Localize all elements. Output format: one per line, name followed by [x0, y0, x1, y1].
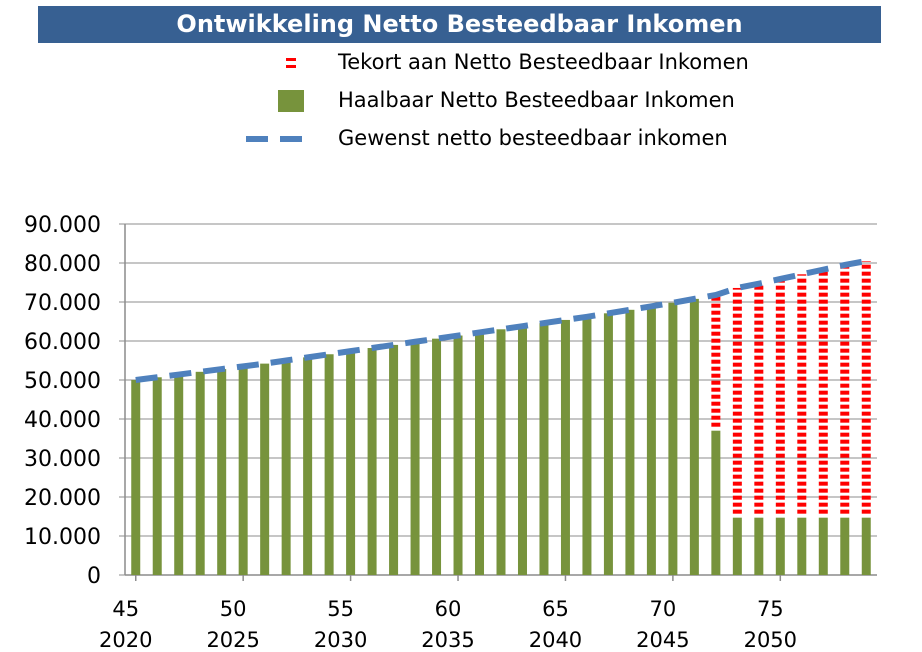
bar-haalbaar: [711, 430, 721, 575]
x-year-label: 2025: [206, 628, 259, 652]
bar-tekort: [754, 285, 764, 514]
y-tick-label: 30.000: [24, 447, 101, 472]
y-tick-label: 70.000: [24, 291, 101, 316]
bar-haalbaar: [303, 357, 313, 575]
legend-label-tekort: Tekort aan Netto Besteedbaar Inkomen: [338, 50, 749, 74]
x-age-label: 65: [542, 597, 569, 621]
bar-tekort: [711, 296, 721, 427]
chart-title: Ontwikkeling Netto Besteedbaar Inkomen: [38, 6, 881, 43]
bar-haalbaar: [432, 338, 442, 575]
bar-haalbaar: [217, 369, 227, 575]
y-tick-label: 50.000: [24, 369, 101, 394]
bar-tekort: [861, 261, 871, 514]
bar-haalbaar: [496, 329, 506, 575]
legend: Tekort aan Netto Besteedbaar Inkomen Haa…: [240, 48, 800, 168]
bar-haalbaar: [517, 326, 527, 575]
bar-haalbaar: [582, 316, 592, 575]
bar-haalbaar: [797, 517, 807, 575]
bar-haalbaar: [475, 332, 485, 575]
bar-haalbaar: [625, 309, 635, 575]
bar-haalbaar: [668, 302, 678, 575]
y-tick-label: 40.000: [24, 408, 101, 433]
bar-haalbaar: [367, 348, 377, 575]
bar-haalbaar: [131, 380, 141, 575]
y-tick-label: 90.000: [24, 213, 101, 238]
x-year-label: 2040: [529, 628, 582, 652]
bar-haalbaar: [238, 366, 248, 575]
bar-haalbaar: [152, 377, 162, 575]
x-year-label: 2045: [636, 628, 689, 652]
bar-haalbaar: [732, 517, 742, 575]
bar-haalbaar: [195, 371, 205, 575]
x-age-label: 70: [650, 597, 677, 621]
bar-haalbaar: [539, 323, 549, 575]
bar-tekort: [732, 287, 742, 514]
legend-swatch-tekort: [286, 58, 296, 68]
x-year-label: 2030: [314, 628, 367, 652]
legend-item-gewenst: Gewenst netto besteedbaar inkomen: [240, 124, 800, 154]
legend-item-haalbaar: Haalbaar Netto Besteedbaar Inkomen: [240, 86, 800, 116]
y-tick-label: 60.000: [24, 330, 101, 355]
bar-tekort: [775, 278, 785, 514]
x-age-label: 50: [220, 597, 247, 621]
legend-item-tekort: Tekort aan Netto Besteedbaar Inkomen: [240, 48, 800, 78]
bar-haalbaar: [861, 517, 871, 575]
bar-haalbaar: [174, 374, 184, 575]
line-gewenst: [135, 258, 867, 383]
bar-haalbaar: [603, 313, 613, 575]
bar-haalbaar: [775, 517, 785, 575]
bar-haalbaar: [346, 351, 356, 575]
x-year-label: 2035: [421, 628, 474, 652]
bar-haalbaar: [389, 344, 399, 575]
legend-label-haalbaar: Haalbaar Netto Besteedbaar Inkomen: [338, 88, 735, 112]
bar-haalbaar: [453, 335, 463, 575]
legend-label-gewenst: Gewenst netto besteedbaar inkomen: [338, 126, 728, 150]
bar-haalbaar: [324, 354, 334, 575]
bar-haalbaar: [560, 319, 570, 575]
bar-haalbaar: [689, 298, 699, 575]
bar-haalbaar: [754, 517, 764, 575]
x-age-label: 75: [757, 597, 784, 621]
legend-swatch-haalbaar: [278, 90, 304, 112]
bar-haalbaar: [646, 306, 656, 575]
y-tick-label: 80.000: [24, 252, 101, 277]
bar-haalbaar: [410, 341, 420, 575]
x-year-label: 2020: [99, 628, 152, 652]
legend-swatch-gewenst: [246, 136, 310, 142]
bar-chart: 0 10.000 20.000 30.000 40.000 50.000 60.000 70.…: [24, 213, 877, 652]
bar-tekort: [797, 274, 807, 514]
bar-haalbaar: [818, 517, 828, 575]
x-age-label: 60: [435, 597, 462, 621]
bar-haalbaar: [260, 363, 270, 575]
x-age-label: 45: [112, 597, 139, 621]
bar-haalbaar: [281, 360, 291, 575]
x-age-label: 55: [327, 597, 354, 621]
y-tick-label: 20.000: [24, 486, 101, 511]
x-year-label: 2050: [744, 628, 797, 652]
y-tick-label: 10.000: [24, 525, 101, 550]
bar-tekort: [818, 271, 828, 514]
bar-tekort: [840, 264, 850, 514]
y-tick-label: 0: [87, 564, 101, 589]
bar-haalbaar: [840, 517, 850, 575]
